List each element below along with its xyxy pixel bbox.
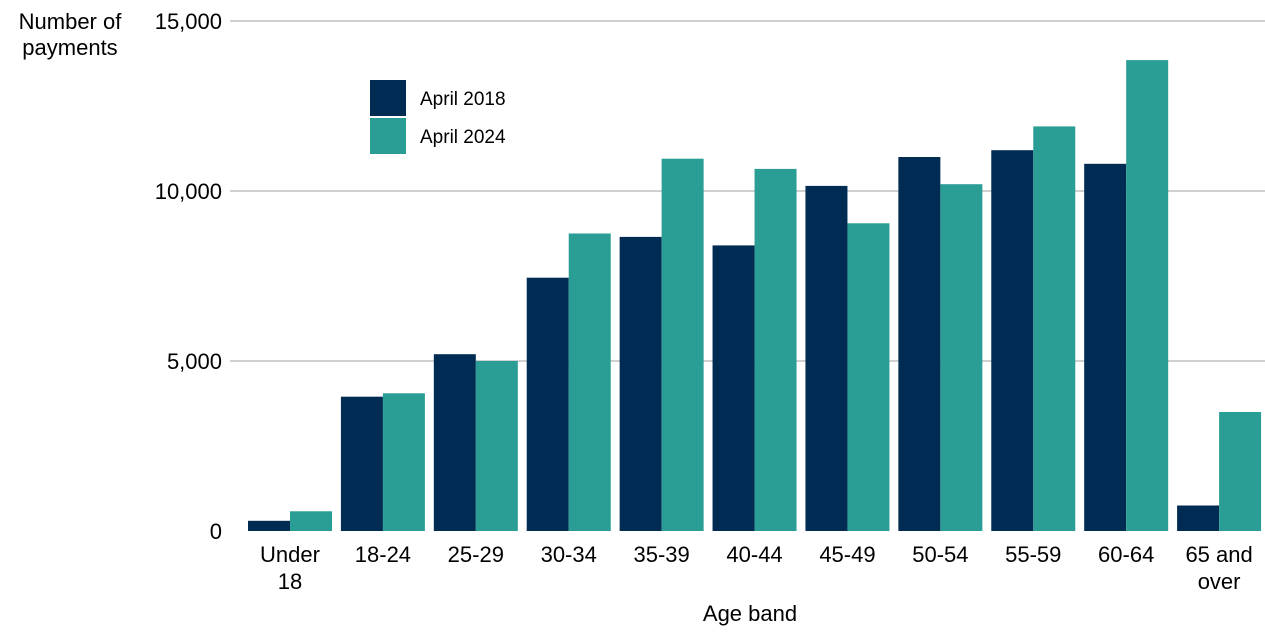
y-axis-title: Number of payments (19, 9, 123, 60)
legend-label: April 2024 (420, 127, 506, 148)
x-tick-label: 50-54 (912, 542, 968, 567)
x-tick-label: 55-59 (1005, 542, 1061, 567)
x-axis-title: Age band (703, 601, 797, 626)
y-tick-label: 10,000 (155, 179, 222, 204)
bar-april-2018 (1084, 163, 1127, 532)
x-tick-label: 30-34 (541, 542, 597, 567)
bar-april-2018 (619, 236, 662, 531)
bar-april-2018 (433, 354, 476, 531)
bar-april-2018 (805, 185, 848, 531)
bar-april-2024 (290, 511, 332, 531)
x-tick-label: 25-29 (448, 542, 504, 567)
bar-april-2018 (526, 277, 569, 531)
bar-april-2024 (754, 168, 797, 531)
bar-april-2018 (991, 150, 1034, 531)
x-axis-ticks: Under 18 18-24 25-29 30-34 35-39 40-44 45-49 50-… (260, 542, 1253, 594)
bar-april-2018 (1177, 505, 1220, 531)
x-tick-label: 18-24 (355, 542, 411, 567)
legend: April 2018 April 2024 (370, 80, 506, 154)
legend-swatch (370, 118, 406, 154)
y-tick-label: 15,000 (155, 9, 222, 34)
bar-april-2024 (847, 223, 890, 532)
legend-label: April 2018 (420, 89, 506, 110)
bar-april-2024 (382, 393, 425, 531)
x-tick-label: 45-49 (819, 542, 875, 567)
bar-april-2018 (898, 157, 941, 531)
bar-april-2018 (712, 245, 755, 531)
bar-april-2024 (568, 233, 611, 531)
legend-swatch (370, 80, 406, 116)
bar-april-2024 (1126, 60, 1169, 531)
x-tick-label: 40-44 (726, 542, 782, 567)
x-tick-label: 60-64 (1098, 542, 1154, 567)
y-axis-ticks: 0 5,000 10,000 15,000 (155, 9, 222, 544)
y-tick-label: 5,000 (167, 349, 222, 374)
bar-april-2018 (248, 520, 290, 531)
bar-april-2024 (661, 158, 704, 531)
x-tick-label: 35-39 (633, 542, 689, 567)
y-tick-label: 0 (210, 519, 222, 544)
bar-april-2024 (1033, 126, 1076, 532)
bar-april-2018 (340, 396, 383, 531)
bars-layer (248, 60, 1262, 532)
x-tick-label: Under 18 (260, 542, 320, 594)
x-tick-label: 65 and over (1185, 542, 1252, 594)
bar-april-2024 (475, 361, 518, 531)
bar-april-2024 (940, 184, 983, 531)
bar-april-2024 (1219, 412, 1262, 531)
